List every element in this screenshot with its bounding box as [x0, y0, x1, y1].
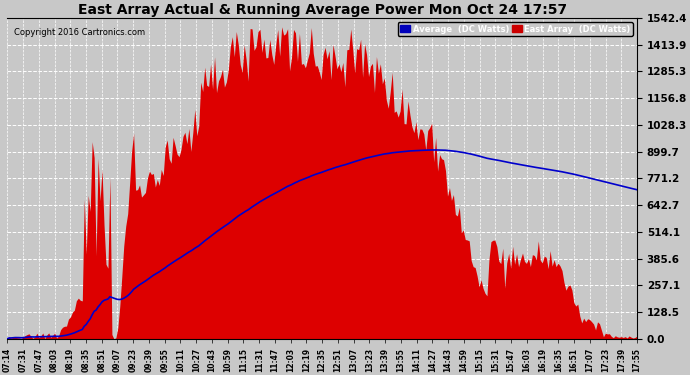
Legend: Average  (DC Watts), East Array  (DC Watts): Average (DC Watts), East Array (DC Watts… [397, 22, 633, 36]
Title: East Array Actual & Running Average Power Mon Oct 24 17:57: East Array Actual & Running Average Powe… [77, 3, 566, 17]
Text: Copyright 2016 Cartronics.com: Copyright 2016 Cartronics.com [14, 28, 145, 37]
